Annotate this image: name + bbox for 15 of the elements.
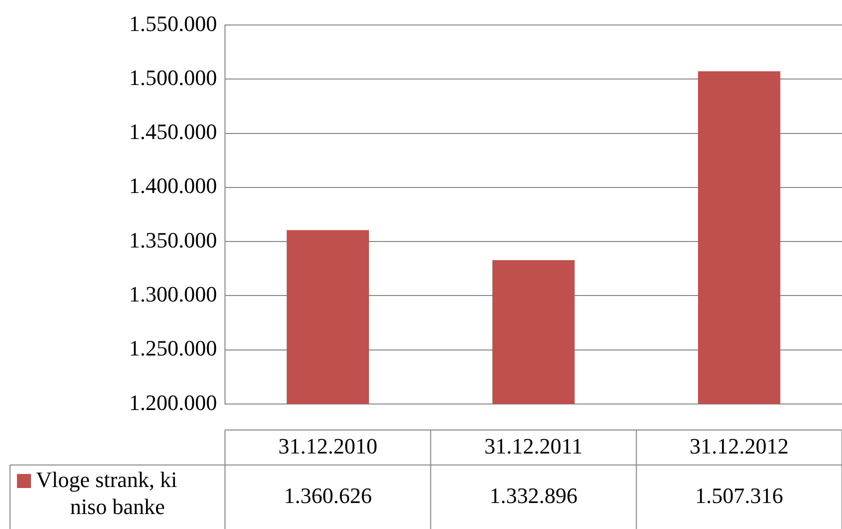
x-tick-label: 31.12.2012 bbox=[690, 433, 789, 458]
y-tick-label: 1.200.000 bbox=[129, 390, 217, 415]
y-tick-label: 1.550.000 bbox=[129, 10, 217, 36]
y-tick-label: 1.250.000 bbox=[129, 336, 217, 361]
data-label: 1.360.626 bbox=[284, 482, 372, 508]
data-label: 1.507.316 bbox=[695, 482, 784, 508]
x-tick-label: 31.12.2011 bbox=[484, 433, 583, 458]
legend-label: Vloge strank, ki niso banke bbox=[36, 466, 178, 519]
y-tick-label: 1.400.000 bbox=[129, 173, 217, 198]
data-label: 1.332.896 bbox=[490, 482, 578, 508]
y-tick-label: 1.500.000 bbox=[129, 64, 217, 90]
y-tick-label: 1.300.000 bbox=[129, 281, 217, 306]
x-tick-label: 31.12.2010 bbox=[278, 433, 378, 458]
y-tick-label: 1.450.000 bbox=[129, 119, 217, 144]
y-tick-label: 1.350.000 bbox=[129, 227, 217, 252]
